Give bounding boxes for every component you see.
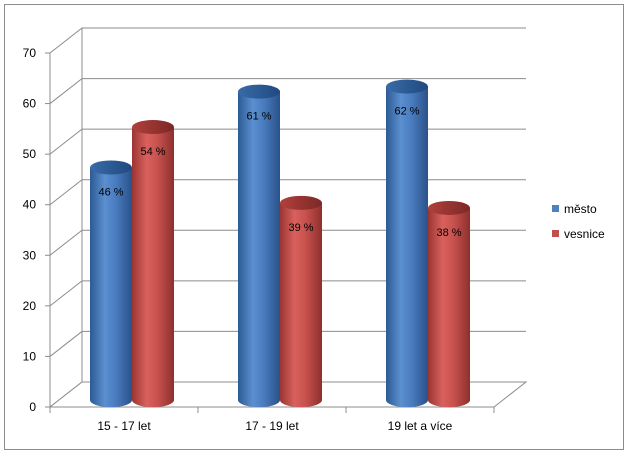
x-tick-label: 19 let a více [388,419,453,433]
y-tick-label: 60 [23,97,37,111]
bar [90,160,132,408]
labels: 46 % 54 % 61 % 39 % 62 % 38 % [98,106,461,239]
gridline [49,128,526,155]
y-tick-label: 40 [23,198,37,212]
data-label: 54 % [140,146,165,158]
bar [280,195,322,408]
data-label: 46 % [98,186,123,198]
bar [386,79,428,408]
y-tick-label: 30 [23,248,37,262]
data-label: 61 % [246,111,271,123]
legend: město vesnice [552,202,605,241]
legend-swatch [552,230,559,237]
y-tick-label: 0 [29,400,36,414]
bars [90,79,470,408]
y-tick-label: 50 [23,147,37,161]
x-tick-label: 17 - 19 let [245,419,299,433]
legend-swatch [552,205,559,212]
y-tick-label: 20 [23,299,37,313]
data-label: 62 % [394,106,419,118]
gridline [49,27,526,54]
gridline [49,78,526,104]
x-tick-label: 15 - 17 let [97,419,151,433]
data-label: 38 % [436,227,461,239]
y-tick-label: 10 [23,349,37,363]
bar [428,200,470,408]
legend-label: město [564,202,597,216]
bar [238,84,280,408]
y-tick-label: 70 [23,46,37,60]
data-label: 39 % [288,222,313,234]
bar [132,120,174,408]
legend-label: vesnice [564,227,605,241]
